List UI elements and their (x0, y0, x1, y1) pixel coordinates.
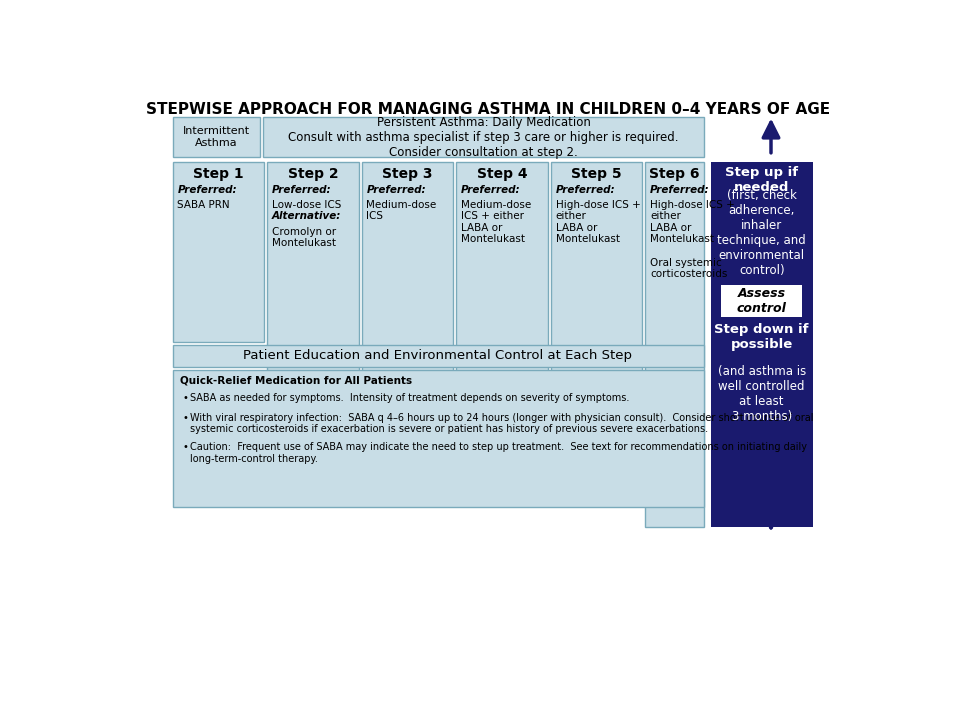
Text: Preferred:: Preferred: (556, 184, 615, 194)
FancyBboxPatch shape (362, 162, 453, 431)
Text: •: • (182, 393, 188, 403)
Text: Caution:  Frequent use of SABA may indicate the need to step up treatment.  See : Caution: Frequent use of SABA may indica… (190, 442, 806, 464)
FancyBboxPatch shape (173, 345, 704, 366)
Text: Preferred:: Preferred: (272, 184, 331, 194)
Text: Cromolyn or
Montelukast: Cromolyn or Montelukast (272, 227, 336, 248)
Text: Intermittent
Asthma: Intermittent Asthma (182, 127, 250, 148)
Text: Preferred:: Preferred: (461, 184, 520, 194)
Text: •: • (182, 442, 188, 452)
Text: Step 2: Step 2 (288, 167, 338, 181)
Text: Preferred:: Preferred: (367, 184, 426, 194)
FancyBboxPatch shape (173, 162, 264, 342)
Text: With viral respiratory infection:  SABA q 4–6 hours up to 24 hours (longer with : With viral respiratory infection: SABA q… (190, 413, 813, 434)
Text: Step 5: Step 5 (571, 167, 622, 181)
FancyBboxPatch shape (263, 117, 704, 157)
FancyBboxPatch shape (710, 162, 813, 527)
Text: Assess
control: Assess control (736, 287, 786, 315)
FancyBboxPatch shape (645, 162, 704, 527)
Text: Step down if
possible: Step down if possible (714, 323, 809, 351)
Text: Quick-Relief Medication for All Patients: Quick-Relief Medication for All Patients (180, 376, 413, 385)
Text: (and asthma is
well controlled
at least
3 months): (and asthma is well controlled at least … (717, 365, 805, 423)
Text: Step up if
needed: Step up if needed (725, 166, 799, 194)
Text: Medium-dose
ICS + either
LABA or
Montelukast: Medium-dose ICS + either LABA or Montelu… (461, 199, 531, 244)
FancyBboxPatch shape (456, 162, 548, 472)
Text: Medium-dose
ICS: Medium-dose ICS (367, 199, 437, 221)
FancyBboxPatch shape (267, 162, 359, 388)
Text: Step 1: Step 1 (193, 167, 244, 181)
FancyBboxPatch shape (173, 370, 704, 507)
Text: Persistent Asthma: Daily Medication
Consult with asthma specialist if step 3 car: Persistent Asthma: Daily Medication Cons… (288, 116, 679, 158)
Text: Patient Education and Environmental Control at Each Step: Patient Education and Environmental Cont… (243, 349, 633, 362)
Text: Preferred:: Preferred: (178, 184, 237, 194)
FancyBboxPatch shape (551, 162, 642, 504)
Text: Step 6: Step 6 (649, 167, 700, 181)
Text: Step 4: Step 4 (477, 167, 527, 181)
Text: Preferred:: Preferred: (650, 184, 709, 194)
Text: SABA PRN: SABA PRN (178, 199, 230, 210)
Text: High-dose ICS +
either
LABA or
Montelukast: High-dose ICS + either LABA or Monteluka… (556, 199, 640, 244)
FancyBboxPatch shape (721, 285, 802, 318)
Text: Alternative:: Alternative: (272, 211, 341, 221)
Text: Low-dose ICS: Low-dose ICS (272, 199, 341, 210)
FancyBboxPatch shape (173, 117, 259, 157)
Text: •: • (182, 413, 188, 423)
Text: STEPWISE APPROACH FOR MANAGING ASTHMA IN CHILDREN 0–4 YEARS OF AGE: STEPWISE APPROACH FOR MANAGING ASTHMA IN… (146, 102, 830, 117)
Text: Step 3: Step 3 (382, 167, 433, 181)
Text: High-dose ICS +
either
LABA or
Montelukast

Oral systemic
corticosteroids: High-dose ICS + either LABA or Monteluka… (650, 199, 734, 279)
Text: SABA as needed for symptoms.  Intensity of treatment depends on severity of symp: SABA as needed for symptoms. Intensity o… (190, 393, 629, 403)
Text: (first, check
adherence,
inhaler
technique, and
environmental
control): (first, check adherence, inhaler techniq… (717, 189, 806, 276)
